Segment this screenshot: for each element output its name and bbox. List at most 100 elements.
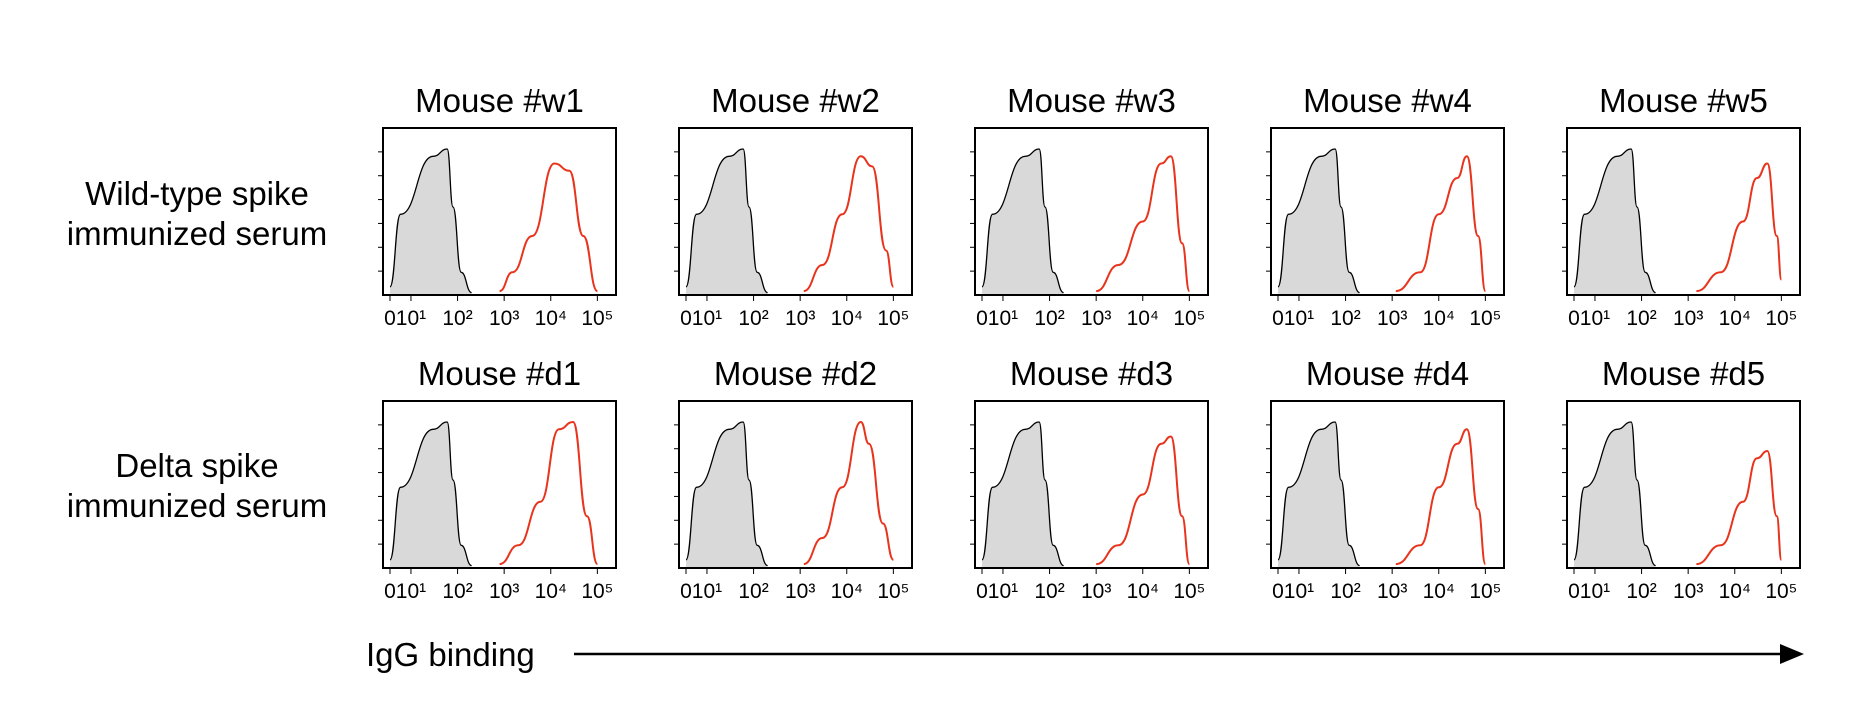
control-histogram-fill: [390, 422, 472, 567]
row-label-0: Wild-type spike immunized serum: [67, 175, 327, 252]
row-label-1: Delta spike immunized serum: [67, 447, 327, 524]
histogram-panel: Mouse #d3 0 10¹ 10² 10³ 10⁴ 10⁵: [970, 355, 1209, 603]
panel-frame: [974, 400, 1209, 569]
row-label-0-line-0: Wild-type spike: [85, 175, 309, 212]
x-tick-label: 10¹: [396, 307, 426, 330]
sample-histogram-line: [803, 155, 895, 293]
panel-frame: [382, 400, 617, 569]
control-histogram-fill: [390, 149, 472, 294]
x-tick-label: 10²: [738, 580, 768, 603]
control-histogram-fill: [1278, 422, 1360, 567]
x-tick-label: 10⁵: [581, 307, 613, 330]
row-label-1-line-1: immunized serum: [67, 487, 327, 524]
x-tick-label: 10³: [1081, 580, 1111, 603]
histogram-panel: Mouse #d4 0 10¹ 10² 10³ 10⁴ 10⁵: [1266, 355, 1505, 603]
x-tick-label: 10²: [442, 580, 472, 603]
control-histogram-line: [389, 148, 472, 294]
x-tick-label: 10¹: [1580, 580, 1610, 603]
sample-histogram-line: [499, 162, 599, 293]
x-tick-label: 10⁵: [1765, 307, 1797, 330]
control-histogram-line: [1277, 148, 1360, 294]
x-tick-label: 10¹: [988, 307, 1018, 330]
control-histogram-line: [389, 421, 472, 567]
x-tick-label: 10²: [1626, 580, 1656, 603]
panel-title: Mouse #w5: [1599, 82, 1768, 119]
x-tick-label: 10⁴: [1719, 307, 1751, 330]
x-tick-label: 10⁵: [1173, 307, 1205, 330]
x-tick-label: 10⁴: [535, 580, 567, 603]
control-histogram-line: [981, 148, 1064, 294]
panel-title: Mouse #w1: [415, 82, 584, 119]
x-tick-label: 10¹: [988, 580, 1018, 603]
sample-histogram-line: [499, 420, 599, 566]
panel-frame: [1270, 400, 1505, 569]
x-tick-label: 10²: [738, 307, 768, 330]
control-histogram-line: [1573, 421, 1656, 567]
x-tick-label: 10⁴: [1127, 307, 1159, 330]
sample-histogram-line: [1095, 155, 1191, 293]
control-histogram-fill: [1278, 149, 1360, 294]
sample-histogram-line: [1395, 428, 1487, 566]
x-tick-label: 0: [1272, 580, 1284, 603]
x-tick-label: 10²: [1034, 580, 1064, 603]
x-tick-label: 10⁵: [877, 307, 909, 330]
x-tick-label: 10⁴: [831, 580, 863, 603]
panel-title: Mouse #d3: [1010, 355, 1173, 392]
x-tick-label: 10¹: [1580, 307, 1610, 330]
sample-histogram-line: [1096, 435, 1191, 566]
x-tick-label: 10⁴: [1423, 580, 1455, 603]
x-tick-label: 0: [976, 580, 988, 603]
x-tick-label: 10³: [1673, 580, 1703, 603]
x-tick-label: 10¹: [692, 307, 722, 330]
control-histogram-line: [685, 421, 768, 567]
x-tick-label: 0: [384, 580, 396, 603]
histogram-panel: Mouse #w2 0 10¹ 10² 10³ 10⁴ 10⁵: [674, 82, 913, 330]
histogram-panel: Mouse #d2 0 10¹ 10² 10³ 10⁴ 10⁵: [674, 355, 913, 603]
x-tick-label: 10⁴: [831, 307, 863, 330]
control-histogram-fill: [982, 149, 1064, 294]
control-histogram-line: [685, 148, 768, 294]
x-tick-label: 10²: [1330, 307, 1360, 330]
x-tick-label: 0: [1568, 307, 1580, 330]
panel-frame: [1270, 127, 1505, 296]
x-tick-label: 10⁵: [1765, 580, 1797, 603]
x-tick-label: 10⁴: [535, 307, 567, 330]
x-tick-label: 10³: [1673, 307, 1703, 330]
x-tick-label: 0: [680, 307, 692, 330]
histogram-panel: Mouse #d5 0 10¹ 10² 10³ 10⁴ 10⁵: [1562, 355, 1801, 603]
x-tick-label: 10²: [1330, 580, 1360, 603]
panel-title: Mouse #d4: [1306, 355, 1469, 392]
x-tick-label: 10³: [1377, 307, 1407, 330]
panel-frame: [974, 127, 1209, 296]
x-tick-label: 10²: [1034, 307, 1064, 330]
panel-title: Mouse #w3: [1007, 82, 1176, 119]
sample-histogram-line: [1395, 155, 1487, 293]
x-tick-label: 10⁵: [877, 580, 909, 603]
x-tick-label: 10³: [785, 580, 815, 603]
x-tick-label: 10¹: [396, 580, 426, 603]
panel-frame: [1566, 127, 1801, 296]
x-tick-label: 10¹: [1284, 307, 1314, 330]
x-tick-label: 10³: [785, 307, 815, 330]
panel-frame: [1566, 400, 1801, 569]
x-tick-label: 0: [1272, 307, 1284, 330]
control-histogram-line: [1277, 421, 1360, 567]
x-tick-label: 10³: [1377, 580, 1407, 603]
control-histogram-fill: [686, 149, 768, 294]
panel-frame: [382, 127, 617, 296]
histogram-panel: Mouse #d1 0 10¹ 10² 10³ 10⁴ 10⁵: [378, 355, 617, 603]
sample-histogram-line: [803, 420, 895, 566]
x-tick-label: 0: [384, 307, 396, 330]
panel-frame: [678, 400, 913, 569]
control-histogram-fill: [1574, 422, 1656, 567]
panel-title: Mouse #d5: [1602, 355, 1765, 392]
x-tick-label: 10⁵: [581, 580, 613, 603]
x-tick-label: 10⁵: [1173, 580, 1205, 603]
sample-histogram-line: [1696, 162, 1783, 293]
x-tick-label: 0: [976, 307, 988, 330]
x-tick-label: 10³: [489, 307, 519, 330]
x-tick-label: 10³: [1081, 307, 1111, 330]
row-label-0-line-1: immunized serum: [67, 215, 327, 252]
x-tick-label: 10²: [1626, 307, 1656, 330]
